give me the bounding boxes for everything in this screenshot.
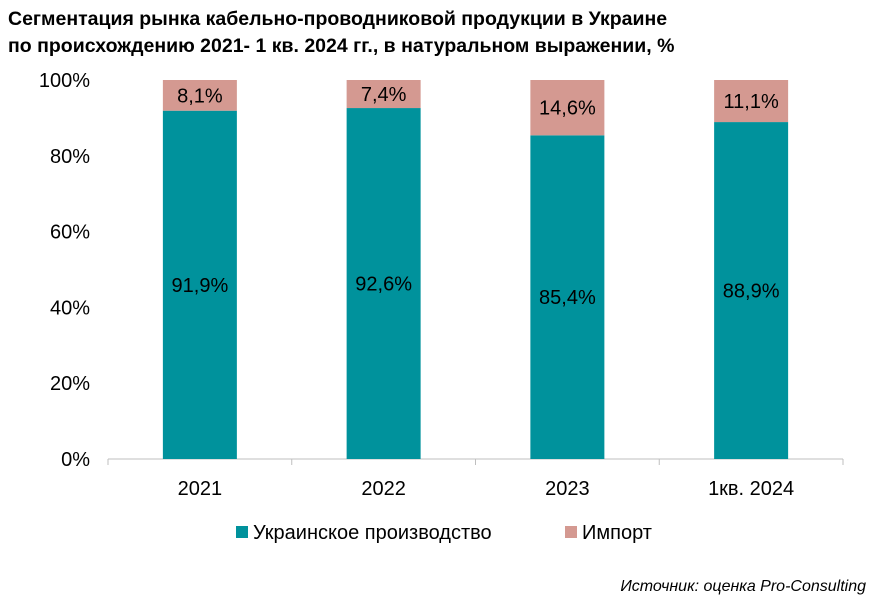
x-tick-label: 1кв. 2024 bbox=[708, 478, 794, 500]
legend-swatch bbox=[565, 526, 577, 538]
bar-import bbox=[346, 80, 421, 109]
y-tick-label: 60% bbox=[50, 222, 90, 244]
x-tick-label: 2022 bbox=[361, 478, 406, 500]
source-note: Источник: оценка Pro-Consulting bbox=[620, 578, 866, 595]
y-tick-label: 100% bbox=[39, 70, 90, 92]
y-tick-label: 20% bbox=[50, 373, 90, 395]
data-label: 91,9% bbox=[172, 275, 229, 297]
legend-swatch bbox=[236, 526, 248, 538]
data-label: 8,1% bbox=[177, 85, 223, 107]
bar-ukrainian-production bbox=[714, 122, 789, 459]
y-tick-label: 0% bbox=[61, 449, 90, 471]
x-tick-label: 2021 bbox=[178, 478, 223, 500]
data-label: 88,9% bbox=[723, 281, 780, 303]
x-tick-label: 2023 bbox=[545, 478, 590, 500]
legend-label: Украинское производство bbox=[253, 522, 492, 544]
chart-title-line-2: по происхождению 2021- 1 кв. 2024 гг., в… bbox=[8, 35, 675, 57]
y-tick-label: 40% bbox=[50, 297, 90, 319]
bar-import bbox=[714, 80, 789, 123]
y-tick-label: 80% bbox=[50, 146, 90, 168]
data-label: 14,6% bbox=[539, 98, 596, 120]
data-label: 7,4% bbox=[361, 84, 407, 106]
data-label: 92,6% bbox=[355, 274, 412, 296]
chart-title: Сегментация рынка кабельно-проводниковой… bbox=[8, 6, 888, 60]
bar-import bbox=[530, 80, 605, 136]
legend-label: Импорт bbox=[582, 522, 652, 544]
bar-ukrainian-production bbox=[530, 135, 605, 460]
bar-import bbox=[162, 80, 237, 111]
data-label: 85,4% bbox=[539, 287, 596, 309]
bar-ukrainian-production bbox=[346, 108, 421, 460]
chart-title-line-1: Сегментация рынка кабельно-проводниковой… bbox=[8, 8, 668, 30]
bar-ukrainian-production bbox=[162, 110, 237, 459]
data-label: 11,1% bbox=[724, 91, 779, 113]
